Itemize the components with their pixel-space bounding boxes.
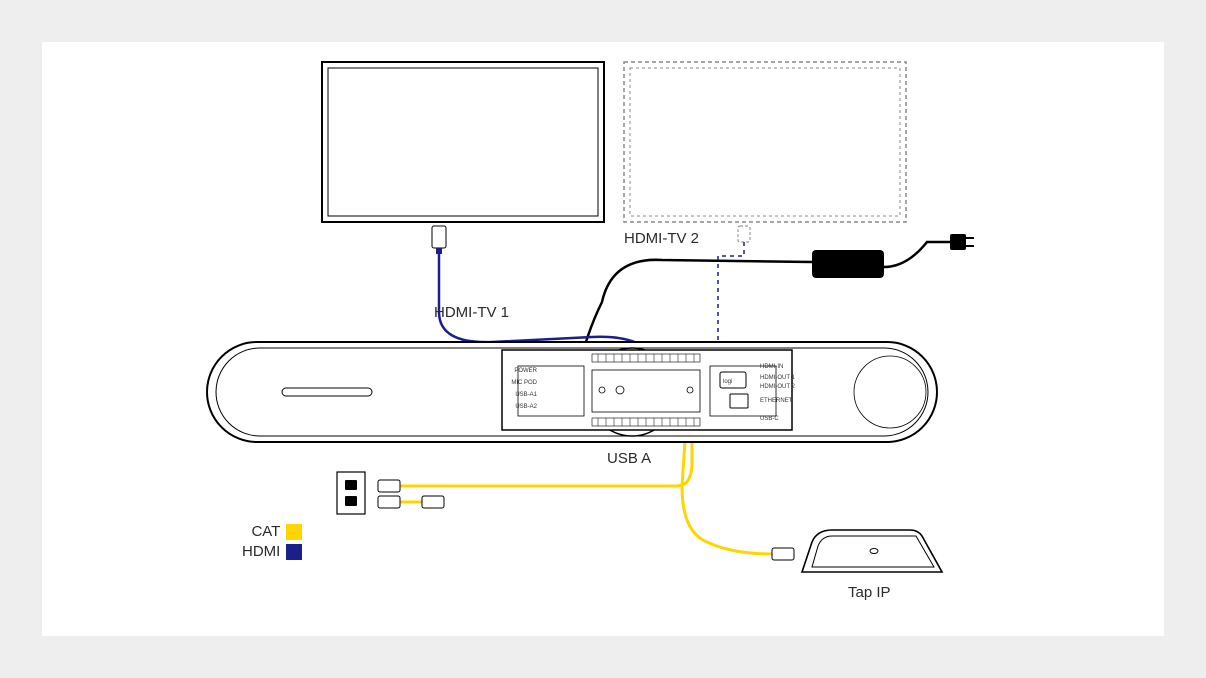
legend-hdmi-label: HDMI xyxy=(242,542,280,562)
display-2 xyxy=(624,62,906,222)
diagram-svg: logi POWER MIC POD USB-A1 USB-A2 HDMI-IN… xyxy=(42,42,1164,636)
power-plug xyxy=(950,234,974,250)
tap-device xyxy=(802,530,942,572)
usb-a-label: USB A xyxy=(607,450,651,467)
port-hdmiout2-label: HDMI-OUT 2 xyxy=(760,384,796,390)
port-power-label: POWER xyxy=(514,368,537,374)
port-hdmiout1-label: HDMI-OUT 1 xyxy=(760,375,796,381)
hdmi-connector-2 xyxy=(738,226,750,242)
port-hdmiin-label: HDMI-IN xyxy=(760,364,783,370)
cat-connector-tap xyxy=(772,548,794,560)
port-usbc-label: USB-C xyxy=(760,416,779,422)
svg-text:logi: logi xyxy=(723,379,732,385)
port-usba2-label: USB-A2 xyxy=(515,404,537,410)
port-ethernet-label: ETHERNET xyxy=(760,398,793,404)
port-usba1-label: USB-A1 xyxy=(515,392,537,398)
hdmi-tv2-label: HDMI-TV 2 xyxy=(624,230,699,247)
bar-device: logi POWER MIC POD USB-A1 USB-A2 HDMI-IN… xyxy=(207,342,937,442)
cat-connector-1 xyxy=(378,480,400,492)
cat-connector-2 xyxy=(378,496,400,508)
cable-power-plug xyxy=(884,242,950,267)
legend-cat: CAT xyxy=(242,522,302,542)
legend-hdmi: HDMI xyxy=(242,542,302,562)
cat-connector-short-end xyxy=(422,496,444,508)
cable-cat-tap xyxy=(682,427,772,554)
legend: CAT HDMI xyxy=(242,522,302,562)
diagram-page: logi POWER MIC POD USB-A1 USB-A2 HDMI-IN… xyxy=(42,42,1164,636)
wall-plate xyxy=(337,472,365,514)
hdmi-tv1-label: HDMI-TV 1 xyxy=(434,304,509,321)
legend-cat-label: CAT xyxy=(251,522,280,542)
legend-cat-swatch xyxy=(286,524,302,540)
legend-hdmi-swatch xyxy=(286,544,302,560)
power-adapter xyxy=(812,250,884,278)
port-micpod-label: MIC POD xyxy=(511,380,537,386)
display-1 xyxy=(322,62,604,222)
tap-ip-label: Tap IP xyxy=(848,584,891,601)
